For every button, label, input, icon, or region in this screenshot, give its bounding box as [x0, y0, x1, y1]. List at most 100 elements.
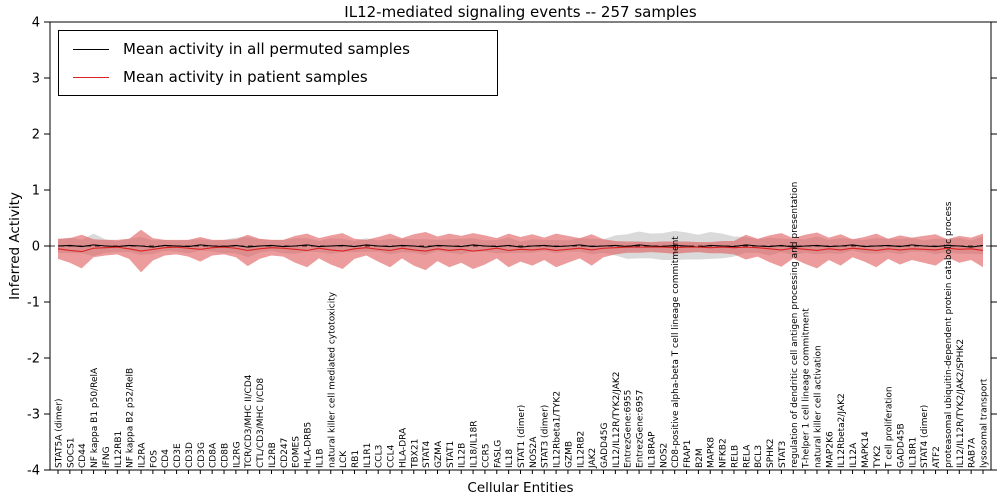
y-tick-label: 4 [32, 16, 40, 31]
x-tick-label: NF kappa B1 p50/RelA [90, 367, 100, 468]
x-tick-label: T cell proliferation [885, 386, 895, 469]
x-tick-label: CD44 [78, 443, 88, 468]
x-tick-label: CCL4 [387, 444, 397, 468]
y-tick-label: -1 [27, 296, 40, 311]
x-tick-label: IL12/IL12R/TYK2/JAK2/SPHK2 [956, 339, 966, 468]
x-tick-label: NOS2A [529, 436, 539, 468]
x-tick-label: TBX21 [410, 439, 420, 469]
legend-entry-patient: Mean activity in patient samples [73, 68, 483, 86]
x-tick-label: natural killer cell activation [813, 345, 823, 468]
x-tick-label: GADD45G [600, 423, 610, 468]
x-tick-label: IL12A [849, 442, 859, 468]
x-tick-label: IL1B [315, 448, 325, 468]
chart-title: IL12-mediated signaling events -- 257 sa… [344, 3, 697, 21]
x-tick-label: STAT1 [446, 441, 456, 468]
x-axis-label: Cellular Entities [467, 480, 574, 496]
x-tick-label: IL12Rbeta1/TYK2 [553, 391, 563, 468]
x-tick-label: FOS [149, 450, 159, 468]
x-tick-label: STAT5A (dimer) [55, 399, 65, 468]
y-tick-label: -2 [27, 352, 40, 367]
x-tick-label: IL12Rbeta2/JAK2 [837, 393, 847, 468]
band-patient [58, 229, 983, 273]
legend-label-permuted: Mean activity in all permuted samples [123, 40, 410, 58]
x-tick-label: CD247 [280, 438, 290, 468]
x-tick-label: NFKB2 [719, 438, 729, 468]
x-tick-label: B2M [695, 448, 705, 468]
x-tick-label: CD8A [209, 442, 219, 468]
x-tick-label: LCK [339, 450, 349, 468]
x-tick-label: GADD45B [896, 423, 906, 468]
x-tick-label: IL12/IL12R/TYK2/JAK2 [612, 372, 622, 469]
x-tick-label: RB1 [351, 450, 361, 468]
x-tick-label: STAT3 [778, 441, 788, 468]
x-tick-label: IL18 [505, 449, 515, 468]
mean-line-permuted [57, 244, 984, 248]
y-tick-label: 3 [32, 72, 40, 87]
x-tick-label: STAT4 [422, 441, 432, 468]
x-tick-label: regulation of dendritic cell antigen pro… [790, 182, 800, 468]
x-tick-label: ATF2 [932, 446, 942, 468]
legend: Mean activity in all permuted samples Me… [58, 30, 498, 96]
x-tick-label: natural killer cell mediated cytotoxicit… [327, 291, 337, 468]
x-tick-label: TCR/CD3/MHC II/CD4 [244, 374, 254, 469]
x-tick-label: CD3E [173, 443, 183, 468]
x-tick-label: IL12RB1 [114, 431, 124, 468]
x-tick-label: MAPK14 [861, 431, 871, 468]
x-tick-label: CCL3 [375, 445, 385, 468]
x-tick-label: CTL/CD3/MHC I/CD8 [256, 378, 266, 468]
x-tick-label: EntrezGene:6955 [624, 390, 634, 468]
x-tick-label: IL2RB [268, 442, 278, 468]
x-tick-label: CD8-positive alpha-beta T cell lineage c… [671, 236, 681, 468]
x-tick-label: RELA [742, 444, 752, 468]
x-tick-label: IL2RG [232, 441, 242, 468]
x-tick-label: GZMB [564, 441, 574, 468]
x-tick-label: IL12B [458, 443, 468, 468]
x-tick-label: IL1R1 [363, 443, 373, 468]
x-tick-label: IFNG [102, 446, 112, 468]
x-tick-label: STAT3 (dimer) [541, 405, 551, 468]
x-tick-label: MAP2K6 [825, 431, 835, 468]
x-tick-label: HLA-DRB5 [304, 422, 314, 468]
x-tick-label: EOMES [292, 436, 302, 468]
x-tick-label: BCL3 [754, 445, 764, 468]
patient-line-swatch [73, 76, 109, 78]
x-tick-label: proteasomal ubiquitin-dependent protein … [944, 201, 954, 468]
x-tick-label: IL2RA [138, 442, 148, 468]
y-axis-label: Inferred Activity [7, 192, 23, 300]
x-tick-label: SPHK2 [766, 438, 776, 468]
x-tick-label: FASLG [493, 440, 503, 468]
x-tick-label: FRAP1 [683, 440, 693, 468]
x-tick-label: JAK2 [588, 448, 598, 469]
x-tick-label: lysosomal transport [980, 378, 990, 468]
x-tick-label: RELB [730, 445, 740, 468]
x-tick-label: CD8B [221, 443, 231, 468]
legend-label-patient: Mean activity in patient samples [123, 68, 368, 86]
x-tick-label: GZMA [434, 440, 444, 468]
x-tick-label: STAT4 (dimer) [920, 405, 930, 468]
x-tick-label: T-helper 1 cell lineage commitment [802, 308, 812, 469]
x-tick-label: CD3D [185, 442, 195, 468]
x-tick-label: IL18/IL18R [470, 420, 480, 468]
x-tick-label: TYK2 [873, 445, 883, 469]
x-tick-label: STAT1 (dimer) [517, 405, 527, 468]
y-tick-label: -3 [27, 408, 40, 423]
x-tick-label: MAPK8 [707, 437, 717, 468]
x-tick-label: CD3G [197, 442, 207, 468]
y-tick-label: -4 [27, 464, 40, 479]
x-tick-label: CD4 [161, 449, 171, 468]
y-tick-label: 2 [32, 128, 40, 143]
x-tick-label: NF kappa B2 p52/RelB [126, 368, 136, 468]
x-tick-label: IL18R1 [908, 437, 918, 468]
permuted-line-swatch [73, 48, 109, 50]
x-tick-label: EntrezGene:6957 [636, 390, 646, 468]
x-tick-label: IL12RB2 [576, 431, 586, 468]
mean-line-patient [57, 246, 984, 253]
x-tick-label: SOCS1 [66, 437, 76, 468]
x-tick-label: HLA-DRA [398, 427, 408, 468]
x-tick-label: RAB7A [968, 437, 978, 468]
x-tick-label: CCR5 [481, 443, 491, 468]
y-tick-label: 0 [32, 240, 40, 255]
legend-entry-permuted: Mean activity in all permuted samples [73, 40, 483, 58]
